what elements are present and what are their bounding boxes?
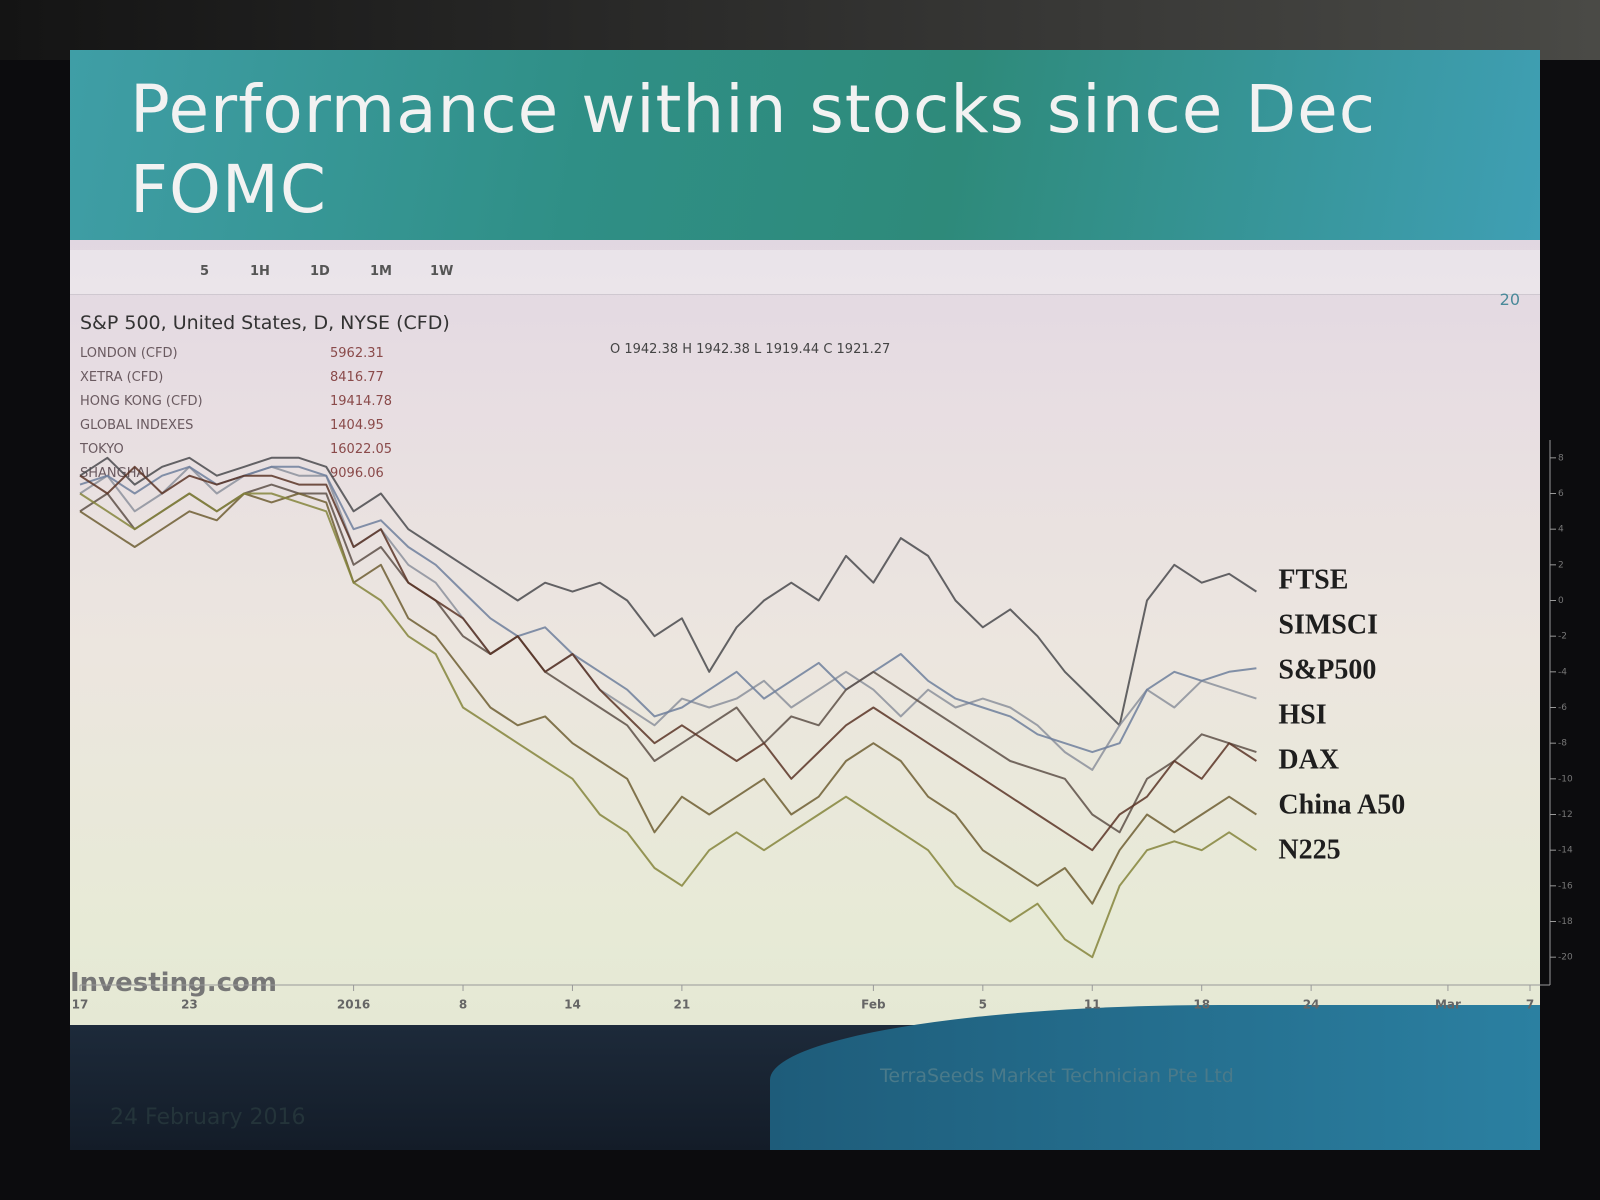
x-tick-label: 23: [181, 998, 198, 1012]
series-label: S&P500: [1278, 654, 1376, 685]
y-tick-label: -8: [1558, 739, 1567, 749]
y-tick-label: -6: [1558, 703, 1567, 713]
x-tick-label: 2016: [337, 998, 370, 1012]
toolbar-button: 1H: [250, 264, 270, 279]
y-tick-label: -10: [1558, 774, 1573, 784]
x-tick-label: 24: [1303, 998, 1320, 1012]
y-tick-label: -18: [1558, 917, 1573, 927]
x-tick-label: 14: [564, 998, 581, 1012]
y-tick-label: 8: [1558, 453, 1564, 463]
ohlc: O 1942.38 H 1942.38 L 1919.44 C 1921.27: [610, 342, 891, 357]
y-tick-label: -12: [1558, 810, 1573, 820]
y-tick-label: -14: [1558, 846, 1573, 856]
footer-curve: [770, 1005, 1540, 1150]
company-name: TerraSeeds Market Technician Pte Ltd: [880, 1065, 1234, 1087]
legend-row: TOKYO 16022.05: [80, 438, 392, 462]
y-tick-label: -20: [1558, 953, 1573, 963]
legend-row: HONG KONG (CFD) 19414.78: [80, 390, 392, 414]
x-tick-label: 11: [1084, 998, 1101, 1012]
series-line: [79, 483, 1257, 834]
x-tick-label: 8: [459, 998, 467, 1012]
toolbar-button: 1M: [370, 264, 392, 279]
series-line: [79, 492, 1257, 959]
series-line: [79, 492, 1257, 905]
series-label: China A50: [1278, 789, 1405, 820]
legend-value: 5962.31: [330, 346, 384, 361]
x-tick-label: 21: [674, 998, 691, 1012]
series-line: [79, 456, 1257, 727]
legend-name: LONDON (CFD): [80, 346, 178, 361]
series-label: N225: [1278, 834, 1340, 865]
legend-name: GLOBAL INDEXES: [80, 418, 194, 433]
slide: Performance within stocks since Dec FOMC…: [70, 50, 1540, 1150]
x-tick-label: Mar: [1435, 998, 1461, 1012]
chart-toolbar: 5 1H 1D 1M 1W: [70, 250, 1540, 295]
y-tick-label: 2: [1558, 560, 1564, 570]
y-tick-label: -2: [1558, 632, 1567, 642]
y-tick-label: -16: [1558, 881, 1573, 891]
legend-value: 8416.77: [330, 370, 384, 385]
x-tick-label: 17: [72, 998, 89, 1012]
y-tick-label: 0: [1558, 596, 1564, 606]
legend-value: 19414.78: [330, 394, 393, 409]
series-label: SIMSCI: [1278, 609, 1378, 640]
legend-name: XETRA (CFD): [80, 370, 164, 385]
x-tick-label: Feb: [861, 998, 886, 1012]
slide-number: 20: [1499, 290, 1520, 309]
toolbar-button: 5: [200, 264, 210, 279]
slide-date: 24 February 2016: [110, 1105, 306, 1130]
x-tick-label: 5: [979, 998, 987, 1012]
instrument-title: S&P 500, United States, D, NYSE (CFD): [80, 312, 450, 334]
series-label: HSI: [1278, 699, 1326, 730]
title-band: [70, 50, 1540, 240]
legend-name: TOKYO: [80, 442, 124, 457]
x-tick-label: 18: [1193, 998, 1210, 1012]
legend-row: GLOBAL INDEXES 1404.95: [80, 414, 384, 438]
y-tick-label: 4: [1558, 525, 1564, 535]
watermark: Investing.com: [70, 968, 277, 998]
series-line: [79, 465, 1257, 754]
legend-row: XETRA (CFD) 8416.77: [80, 366, 384, 390]
toolbar-button: 1W: [430, 264, 454, 279]
index-legend: LONDON (CFD) 5962.31 XETRA (CFD) 8416.77 H…: [80, 342, 392, 486]
x-tick-label: 7: [1526, 998, 1534, 1012]
series-line: [79, 465, 1257, 852]
legend-value: 9096.06: [330, 466, 384, 481]
toolbar-button: 1D: [310, 264, 330, 279]
y-tick-label: 6: [1558, 489, 1564, 499]
series-line: [79, 465, 1257, 771]
legend-row: LONDON (CFD) 5962.31: [80, 342, 384, 366]
legend-name: HONG KONG (CFD): [80, 394, 203, 409]
series-label: FTSE: [1278, 564, 1348, 595]
legend-value: 1404.95: [330, 418, 384, 433]
y-tick-label: -4: [1558, 667, 1567, 677]
legend-value: 16022.05: [330, 442, 393, 457]
series-label: DAX: [1278, 744, 1339, 775]
slide-title: Performance within stocks since Dec FOMC: [130, 71, 1377, 228]
